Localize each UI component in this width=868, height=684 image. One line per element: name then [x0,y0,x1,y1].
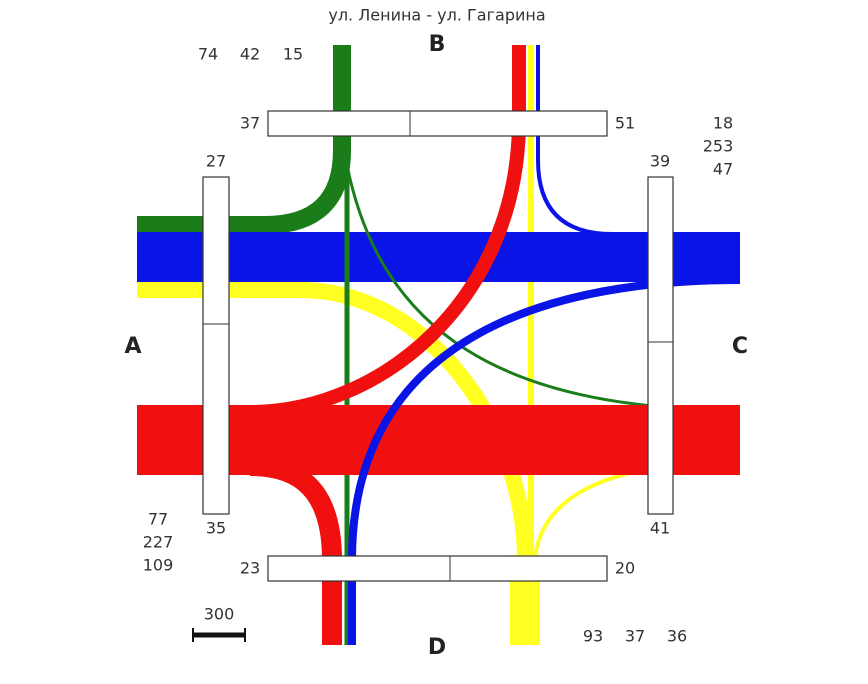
flow [533,460,741,561]
approach-count: 227 [143,533,174,552]
approach-count: 37 [625,627,645,646]
crossing-count: 51 [615,114,635,133]
flow [137,282,533,561]
approach-count: 253 [703,137,734,156]
approach-count: 109 [143,556,174,575]
flow [536,45,740,236]
approach-count: 47 [713,160,733,179]
approach-count: 42 [240,45,260,64]
title: ул. Ленина - ул. Гагарина [328,6,545,25]
crossing-count: 39 [650,152,670,171]
flow [137,45,351,234]
flow [345,164,741,412]
crossing-count: 37 [240,114,260,133]
crosswalk [267,555,608,582]
approach-label: C [732,334,748,359]
flow [137,232,740,282]
crosswalk [267,110,608,137]
approach-count: 93 [583,627,603,646]
scale-label: 300 [204,605,235,624]
approach-count: 18 [713,114,733,133]
approach-count: 15 [283,45,303,64]
crossing-count: 23 [240,559,260,578]
crosswalk [202,176,230,515]
approach-label: B [429,32,446,57]
crossing-count: 35 [206,519,226,538]
approach-count: 36 [667,627,687,646]
crossing-count: 41 [650,519,670,538]
flow [137,45,526,419]
crossing-count: 27 [206,152,226,171]
crosswalk [647,176,674,515]
approach-label: D [428,635,446,660]
crossing-count: 20 [615,559,635,578]
approach-label: A [124,334,141,359]
approach-count: 77 [148,510,168,529]
approach-count: 74 [198,45,218,64]
flow [249,456,342,645]
